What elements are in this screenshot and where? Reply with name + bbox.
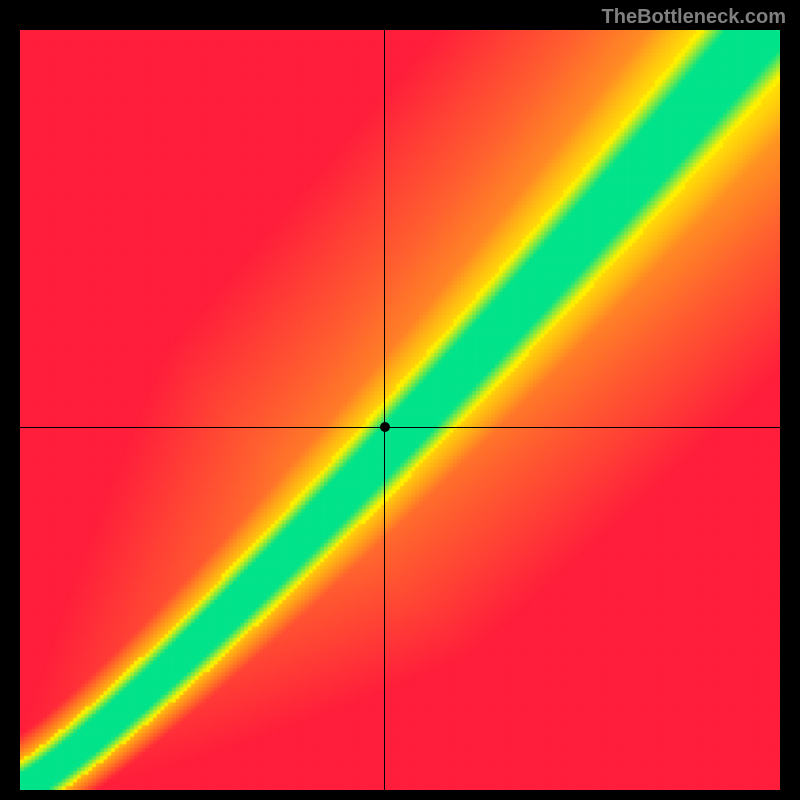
marker-point — [380, 422, 390, 432]
heatmap-canvas — [20, 30, 780, 790]
crosshair-horizontal — [20, 427, 780, 428]
crosshair-vertical — [384, 30, 385, 790]
watermark-text: TheBottleneck.com — [602, 6, 786, 29]
chart-container: TheBottleneck.com — [0, 0, 800, 800]
